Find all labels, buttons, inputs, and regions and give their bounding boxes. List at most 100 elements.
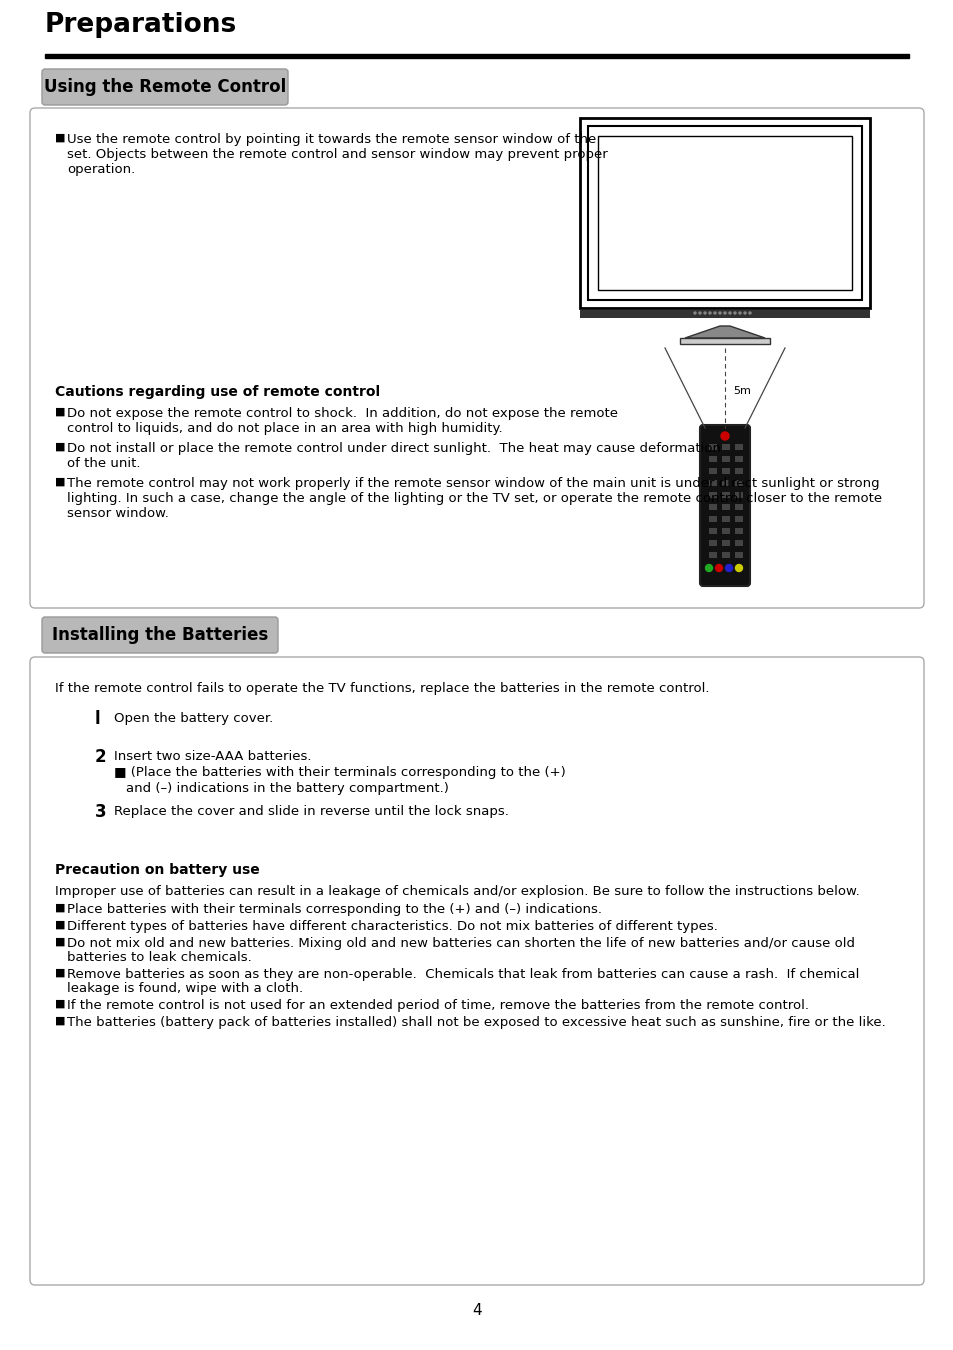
Circle shape [715,564,721,571]
Text: ■: ■ [55,999,66,1008]
Text: set. Objects between the remote control and sensor window may prevent proper: set. Objects between the remote control … [67,148,607,161]
Bar [734,444,742,450]
Bar [721,540,729,545]
Bar [708,444,717,450]
Bar [734,481,742,486]
Bar [579,117,869,308]
Bar [708,504,717,510]
Bar [598,136,851,290]
Bar [734,552,742,558]
Text: leakage is found, wipe with a cloth.: leakage is found, wipe with a cloth. [67,981,303,995]
Bar [721,444,729,450]
Text: ■: ■ [55,134,66,143]
Bar [708,456,717,462]
Text: sensor window.: sensor window. [67,508,169,520]
Text: If the remote control fails to operate the TV functions, replace the batteries i: If the remote control fails to operate t… [55,682,709,695]
Bar [708,516,717,522]
Text: Cautions regarding use of remote control: Cautions regarding use of remote control [55,385,379,400]
Bar [734,491,742,498]
Circle shape [728,312,730,315]
Circle shape [703,312,705,315]
Circle shape [693,312,696,315]
Text: 3: 3 [95,803,107,821]
Bar [708,481,717,486]
Bar [734,468,742,474]
Bar [708,491,717,498]
Text: Remove batteries as soon as they are non-operable.  Chemicals that leak from bat: Remove batteries as soon as they are non… [67,968,859,981]
Circle shape [743,312,745,315]
Bar [734,456,742,462]
FancyBboxPatch shape [30,657,923,1285]
Text: control to liquids, and do not place in an area with high humidity.: control to liquids, and do not place in … [67,423,502,435]
Text: batteries to leak chemicals.: batteries to leak chemicals. [67,950,252,964]
Text: The batteries (battery pack of batteries installed) shall not be exposed to exce: The batteries (battery pack of batteries… [67,1017,884,1029]
Bar [734,540,742,545]
Text: ■: ■ [55,1017,66,1026]
Text: Using the Remote Control: Using the Remote Control [44,78,286,96]
Text: ■: ■ [55,406,66,417]
Text: Insert two size-AAA batteries.: Insert two size-AAA batteries. [113,751,312,763]
Text: Open the battery cover.: Open the battery cover. [113,711,273,725]
Bar [721,552,729,558]
Text: The remote control may not work properly if the remote sensor window of the main: The remote control may not work properly… [67,477,879,490]
Text: operation.: operation. [67,163,135,176]
Bar [579,310,869,319]
Bar [721,481,729,486]
FancyBboxPatch shape [42,617,277,653]
Bar [708,540,717,545]
Circle shape [724,564,732,571]
Text: Use the remote control by pointing it towards the remote sensor window of the: Use the remote control by pointing it to… [67,134,596,146]
Bar [721,468,729,474]
Text: Place batteries with their terminals corresponding to the (+) and (–) indication: Place batteries with their terminals cor… [67,903,601,917]
Text: Installing the Batteries: Installing the Batteries [51,626,268,644]
Circle shape [733,312,735,315]
Text: 4: 4 [472,1303,481,1318]
Bar [734,504,742,510]
Circle shape [735,564,741,571]
Text: Improper use of batteries can result in a leakage of chemicals and/or explosion.: Improper use of batteries can result in … [55,886,859,898]
Bar [721,491,729,498]
Text: lighting. In such a case, change the angle of the lighting or the TV set, or ope: lighting. In such a case, change the ang… [67,491,882,505]
Text: Do not expose the remote control to shock.  In addition, do not expose the remot: Do not expose the remote control to shoc… [67,406,618,420]
Circle shape [708,312,710,315]
Bar [734,528,742,535]
Bar [734,516,742,522]
Text: ■: ■ [55,903,66,913]
Polygon shape [684,325,764,338]
Bar [721,528,729,535]
Circle shape [713,312,716,315]
Bar [708,468,717,474]
Text: Different types of batteries have different characteristics. Do not mix batterie: Different types of batteries have differ… [67,919,717,933]
Circle shape [720,432,728,440]
Text: ■ (Place the batteries with their terminals corresponding to the (+): ■ (Place the batteries with their termin… [113,765,565,779]
Circle shape [739,312,740,315]
Bar [45,54,908,58]
Bar [679,338,769,344]
Text: ■: ■ [55,441,66,452]
Circle shape [748,312,750,315]
Text: Replace the cover and slide in reverse until the lock snaps.: Replace the cover and slide in reverse u… [113,805,508,818]
Circle shape [723,312,725,315]
Text: l: l [95,710,100,728]
Text: ■: ■ [55,937,66,946]
Text: ■: ■ [55,968,66,977]
FancyBboxPatch shape [42,69,288,105]
Text: Do not mix old and new batteries. Mixing old and new batteries can shorten the l: Do not mix old and new batteries. Mixing… [67,937,854,950]
Text: Precaution on battery use: Precaution on battery use [55,863,259,878]
Bar [721,516,729,522]
Text: ■: ■ [55,477,66,487]
Bar [708,552,717,558]
Circle shape [699,312,700,315]
Text: Preparations: Preparations [45,12,237,38]
Bar [721,456,729,462]
Text: 2: 2 [95,748,107,765]
Text: ■: ■ [55,919,66,930]
Circle shape [719,312,720,315]
FancyBboxPatch shape [700,425,749,586]
Bar [721,504,729,510]
Text: Do not install or place the remote control under direct sunlight.  The heat may : Do not install or place the remote contr… [67,441,720,455]
Text: of the unit.: of the unit. [67,458,140,470]
Text: and (–) indications in the battery compartment.): and (–) indications in the battery compa… [126,782,449,795]
Circle shape [705,564,712,571]
Text: 5m: 5m [732,386,750,396]
